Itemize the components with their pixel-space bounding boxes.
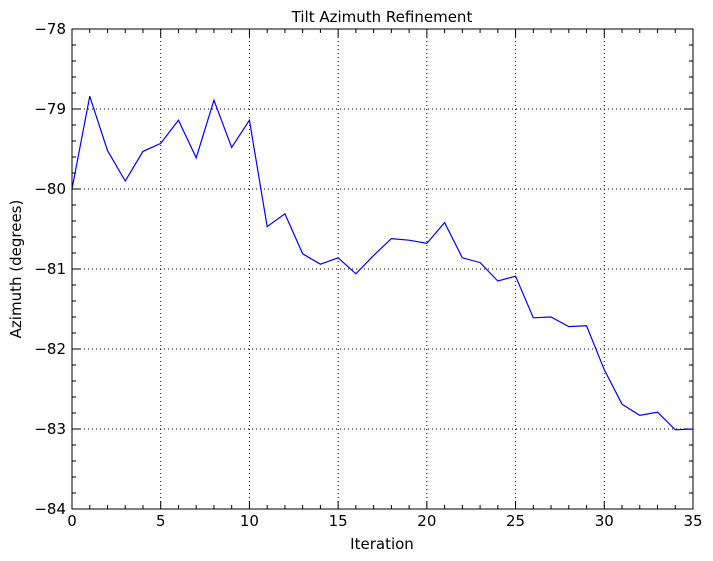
series-line bbox=[71, 96, 694, 431]
x-tick-label: 10 bbox=[240, 512, 259, 530]
x-tick-label: 35 bbox=[683, 512, 702, 530]
tick-labels: 0 5 10 15 20 25 30 35 −84 −83 −82 −81 −80 −79 −78 bbox=[34, 20, 702, 530]
y-tick-label: −81 bbox=[34, 260, 66, 278]
plot-frame bbox=[71, 28, 694, 510]
y-tick-label: −78 bbox=[34, 20, 66, 38]
y-tick-label: −80 bbox=[34, 180, 66, 198]
x-tick-label: 30 bbox=[595, 512, 614, 530]
x-tick-label: 20 bbox=[417, 512, 436, 530]
y-tick-label: −82 bbox=[34, 340, 66, 358]
y-tick-label: −79 bbox=[34, 100, 66, 118]
x-tick-label: 0 bbox=[67, 512, 77, 530]
chart-title: Tilt Azimuth Refinement bbox=[291, 8, 473, 26]
x-tick-label: 25 bbox=[506, 512, 525, 530]
x-tick-label: 15 bbox=[329, 512, 348, 530]
y-tick-label: −83 bbox=[34, 420, 66, 438]
x-axis-label: Iteration bbox=[350, 535, 414, 553]
ticks bbox=[71, 28, 694, 510]
grid bbox=[72, 29, 693, 509]
y-axis-label: Azimuth (degrees) bbox=[7, 200, 25, 339]
y-tick-label: −84 bbox=[34, 500, 66, 518]
x-tick-label: 5 bbox=[156, 512, 166, 530]
